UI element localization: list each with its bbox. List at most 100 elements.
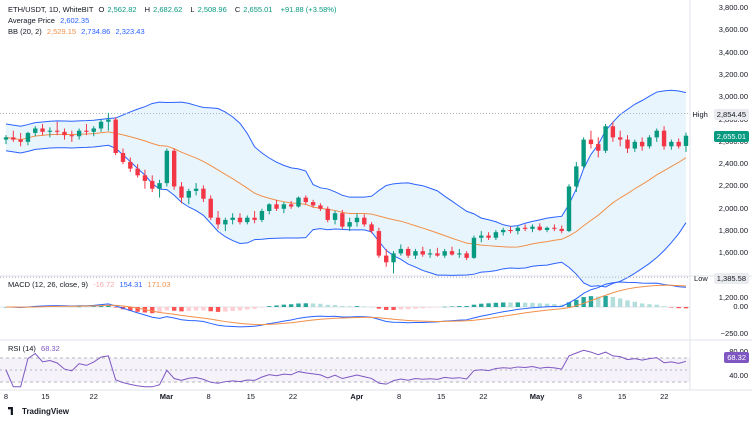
candle-body xyxy=(457,253,462,255)
macd-hist-bar xyxy=(661,306,667,307)
macd-hist-bar xyxy=(639,303,645,307)
macd-hist-bar xyxy=(559,304,564,307)
candle-body xyxy=(647,137,652,147)
macd-hist-bar xyxy=(647,304,652,307)
price-axis-tick: 3,600.00 xyxy=(718,25,748,35)
macd-hist-bar xyxy=(362,306,367,307)
last-price-badge: 2,655.01 xyxy=(713,131,749,142)
candle-body xyxy=(427,253,433,255)
price-axis-tick: 3,200.00 xyxy=(718,69,748,79)
candle-body xyxy=(113,119,118,153)
macd-hist-bar xyxy=(150,307,155,314)
macd-hist-bar xyxy=(442,306,447,308)
candle-body xyxy=(384,255,389,263)
macd-legend: MACD (12, 26, close, 9) -16.72 154.31 17… xyxy=(8,280,171,289)
price-axis-tick: 3,400.00 xyxy=(718,47,748,57)
time-axis-tick: Apr xyxy=(350,392,364,401)
candle-body xyxy=(479,235,484,238)
candle-body xyxy=(310,202,316,206)
macd-signal-line xyxy=(5,284,687,326)
time-axis-tick: 22 xyxy=(660,392,669,401)
candle-body xyxy=(186,190,191,198)
macd-hist-bar xyxy=(215,307,221,312)
tradingview-logo[interactable]: TradingView xyxy=(8,407,69,416)
candle-body xyxy=(150,180,155,189)
macd-line-value: 154.31 xyxy=(119,280,143,289)
macd-hist-bar xyxy=(508,302,513,307)
candle-body xyxy=(230,217,235,220)
rsi-value: 68.32 xyxy=(41,344,60,353)
candle-body xyxy=(223,219,228,225)
candle-body xyxy=(274,204,279,209)
candle-body xyxy=(3,137,9,140)
time-axis-tick: 15 xyxy=(246,392,255,401)
macd-hist-bar xyxy=(245,307,250,310)
macd-hist-bar xyxy=(515,302,521,307)
macd-hist-bar xyxy=(610,296,616,307)
candle-body xyxy=(318,205,323,209)
price-axis-tick: 2,000.00 xyxy=(718,203,748,213)
time-axis-tick: 22 xyxy=(288,392,298,401)
candle-body xyxy=(347,222,352,227)
macd-hist-bar xyxy=(62,306,67,308)
macd-hist-bar xyxy=(632,301,638,307)
macd-hist-bar xyxy=(676,307,681,309)
candle-body xyxy=(245,217,250,223)
macd-hist-bar xyxy=(318,303,323,307)
macd-hist-bar xyxy=(106,305,111,307)
candle-body xyxy=(296,197,301,207)
macd-hist-bar xyxy=(405,307,411,310)
candle-body xyxy=(84,130,89,132)
macd-hist-bar xyxy=(501,302,506,307)
macd-hist-bar xyxy=(427,307,433,308)
close-value: 2,655.01 xyxy=(243,5,273,14)
candle-body xyxy=(683,135,689,146)
price-axis-tick: 3,000.00 xyxy=(718,92,748,102)
time-axis-tick: 8 xyxy=(577,392,582,401)
rsi-axis-tick: 80.00 xyxy=(729,347,748,356)
candle-body xyxy=(325,208,330,220)
macd-hist-bar xyxy=(471,304,477,307)
candle-body xyxy=(530,226,535,229)
macd-axis-tick: −250.00 xyxy=(720,329,748,338)
bb-lower-value: 2,323.43 xyxy=(115,27,145,36)
macd-hist-bar xyxy=(654,304,659,307)
time-axis-tick: 15 xyxy=(41,392,50,401)
macd-hist-bar xyxy=(69,306,74,308)
time-axis-tick: 8 xyxy=(3,392,9,401)
candle-body xyxy=(33,128,38,133)
macd-hist-bar xyxy=(669,307,674,308)
time-axis-tick: 22 xyxy=(479,392,488,401)
price-axis-tick: 1,800.00 xyxy=(718,226,748,236)
candle-body xyxy=(215,217,221,225)
candle-body xyxy=(106,119,111,122)
macd-hist-bar xyxy=(252,307,257,309)
candle-body xyxy=(413,251,418,256)
candle-body xyxy=(76,130,82,137)
macd-hist-bar xyxy=(486,303,491,307)
high-marker: High 2,854.45 xyxy=(692,109,749,120)
candle-body xyxy=(354,217,360,223)
price-axis-tick: 2,200.00 xyxy=(718,181,748,191)
avg-price-value: 2,602.35 xyxy=(60,16,90,25)
macd-hist-bar xyxy=(552,304,557,307)
candle-body xyxy=(552,227,557,229)
candle-body xyxy=(618,137,623,140)
macd-hist-bar xyxy=(603,295,608,307)
macd-hist-bar xyxy=(208,307,213,312)
candle-body xyxy=(157,183,162,189)
macd-hist-bar xyxy=(223,307,228,312)
candle-body xyxy=(596,144,601,151)
candle-body xyxy=(537,226,542,230)
time-axis-tick: May xyxy=(529,392,545,401)
candle-body xyxy=(164,150,170,184)
candle-body xyxy=(493,232,499,238)
macd-hist-bar xyxy=(310,303,316,307)
candle-body xyxy=(171,150,177,187)
macd-hist-bar xyxy=(281,304,287,307)
high-value: 2,682.62 xyxy=(153,5,183,14)
candle-body xyxy=(193,188,199,191)
macd-hist-bar xyxy=(296,303,301,307)
candle-body xyxy=(40,128,45,132)
tradingview-logo-icon xyxy=(8,407,13,415)
